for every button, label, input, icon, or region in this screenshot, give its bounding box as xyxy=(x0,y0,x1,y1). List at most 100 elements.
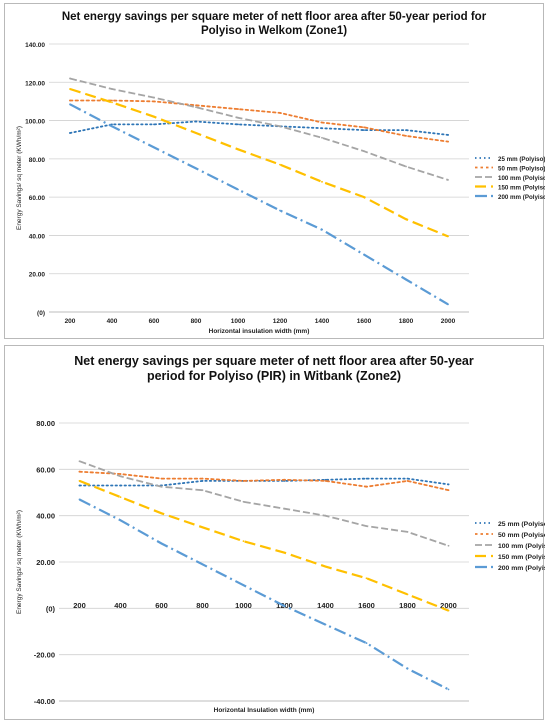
data-point-50mm xyxy=(406,480,409,482)
line-chart-witbank: -40.00 -20.00 (0) 20.00 40.00 60.00 80.00 200 40… xyxy=(16,419,545,714)
data-point-200mm xyxy=(78,498,81,501)
data-point-100mm xyxy=(111,88,113,90)
data-point-25mm xyxy=(365,477,368,480)
line-chart-welkom: (0) 20.00 40.00 60.00 80.00 100.00 120.00 140.0… xyxy=(16,42,545,335)
data-point-25mm xyxy=(447,134,449,136)
data-point-200mm xyxy=(321,228,323,231)
data-point-100mm xyxy=(201,489,204,492)
data-point-200mm xyxy=(365,642,368,644)
series-line-150mm xyxy=(69,87,449,238)
legend-label: 25 mm (Polyiso) xyxy=(498,156,545,163)
data-point-50mm xyxy=(160,477,163,480)
y-axis-label: Energy Savings/ sq meter (KWh/m²) xyxy=(16,126,23,230)
data-point-25mm xyxy=(363,129,365,132)
data-point-100mm xyxy=(363,150,365,153)
x-tick-label: 400 xyxy=(107,318,118,325)
legend-label: 150 mm (Polyiso) xyxy=(498,554,545,561)
y-tick-label: 60.00 xyxy=(36,465,55,474)
data-point-200mm xyxy=(363,253,365,256)
data-point-150mm xyxy=(447,235,449,238)
data-point-200mm xyxy=(119,519,122,522)
x-tick-label: 800 xyxy=(196,601,209,610)
data-point-100mm xyxy=(324,514,327,517)
data-point-25mm xyxy=(406,477,409,480)
series-line-50mm xyxy=(69,99,449,143)
y-tick-label: 40.00 xyxy=(36,512,55,521)
chart-title-line-2: Polyiso in Welkom (Zone1) xyxy=(200,25,348,38)
data-point-100mm xyxy=(69,77,71,80)
x-tick-label: 1000 xyxy=(235,601,252,610)
data-point-150mm xyxy=(405,218,407,221)
data-point-150mm xyxy=(279,163,281,166)
data-point-150mm xyxy=(363,196,365,199)
data-point-150mm xyxy=(119,496,122,499)
data-point-200mm xyxy=(153,146,155,149)
series-line-50mm xyxy=(78,470,450,492)
chart-title-line-1: Net energy savings per square meter of n… xyxy=(61,11,487,23)
y-tick-label: 80.00 xyxy=(36,419,55,428)
x-tick-label: 1800 xyxy=(399,318,414,325)
series-line-25mm xyxy=(69,120,449,136)
data-point-50mm xyxy=(201,477,204,480)
x-tick-label: 800 xyxy=(191,318,202,325)
data-point-150mm xyxy=(242,540,245,543)
data-point-200mm xyxy=(111,125,113,128)
data-point-50mm xyxy=(324,480,327,482)
data-point-200mm xyxy=(160,542,163,545)
data-point-50mm xyxy=(195,104,197,107)
data-point-25mm xyxy=(78,484,81,487)
data-point-50mm xyxy=(447,140,449,143)
data-point-150mm xyxy=(195,132,197,134)
data-point-100mm xyxy=(447,544,450,547)
x-tick-label: 400 xyxy=(114,601,127,610)
data-point-200mm xyxy=(405,278,407,281)
data-point-25mm xyxy=(321,127,323,130)
data-point-150mm xyxy=(78,480,81,482)
data-point-50mm xyxy=(153,100,155,103)
legend-label: 50 mm (Polyiso) xyxy=(498,166,545,173)
data-point-50mm xyxy=(447,489,450,492)
series-line-150mm xyxy=(79,479,449,612)
data-point-200mm xyxy=(324,623,327,626)
data-point-100mm xyxy=(78,460,81,463)
chart-title-line-1: Net energy savings per square meter of n… xyxy=(74,354,474,368)
legend-label: 150 mm (Polyiso) xyxy=(498,185,545,192)
data-point-50mm xyxy=(321,121,323,124)
x-tick-label: 1000 xyxy=(231,318,246,325)
legend-label: 200 mm (Polyiso) xyxy=(498,194,545,201)
y-tick-label: 20.00 xyxy=(29,272,46,279)
data-point-150mm xyxy=(69,88,71,90)
data-point-100mm xyxy=(279,125,281,128)
data-point-150mm xyxy=(153,115,155,118)
data-point-200mm xyxy=(242,584,245,587)
data-point-100mm xyxy=(365,525,368,527)
data-point-100mm xyxy=(119,475,122,478)
series-line-200mm xyxy=(69,103,449,306)
y-tick-label: 80.00 xyxy=(29,157,46,164)
legend-label: 25 mm (Polyiso) xyxy=(498,521,545,528)
data-point-25mm xyxy=(119,484,122,487)
data-point-100mm xyxy=(242,500,245,503)
x-tick-label: 1400 xyxy=(315,318,330,325)
data-point-200mm xyxy=(69,103,71,106)
data-point-200mm xyxy=(406,667,409,670)
data-point-50mm xyxy=(111,99,113,102)
x-tick-label: 1600 xyxy=(357,318,372,325)
data-point-100mm xyxy=(160,485,163,488)
data-point-25mm xyxy=(447,483,450,486)
x-tick-label: 600 xyxy=(149,318,160,325)
x-axis-label: Horizontal Insulation width (mm) xyxy=(214,707,315,714)
x-tick-label: 1600 xyxy=(358,601,375,610)
data-point-200mm xyxy=(279,209,281,212)
data-point-200mm xyxy=(201,563,204,566)
y-tick-label: 40.00 xyxy=(29,233,46,240)
chart-title: Net energy savings per square meter of n… xyxy=(5,10,543,38)
data-point-200mm xyxy=(447,688,450,691)
data-point-25mm xyxy=(237,123,239,126)
data-point-50mm xyxy=(279,112,281,114)
legend-label: 200 mm (Polyiso) xyxy=(498,565,545,572)
data-point-50mm xyxy=(363,126,365,129)
y-tick-label: (0) xyxy=(46,604,56,613)
y-tick-label: 140.00 xyxy=(25,42,45,49)
chart-panel-witbank: Net energy savings per square meter of n… xyxy=(4,345,545,720)
